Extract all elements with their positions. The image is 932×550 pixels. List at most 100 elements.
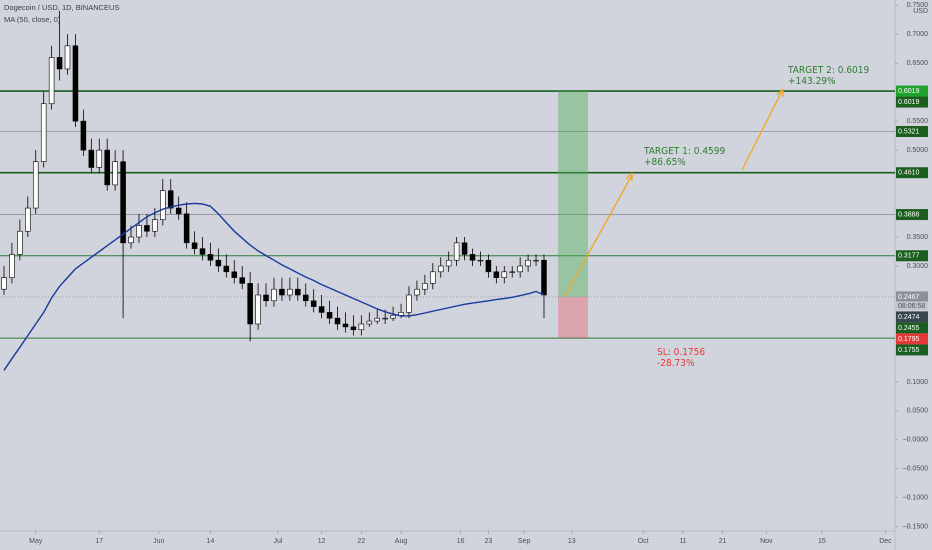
position: [558, 91, 588, 339]
price-label: 0.3888: [898, 211, 920, 218]
target2-pct: +143.29%: [788, 76, 836, 87]
price-label: 0.2455: [898, 325, 920, 332]
price-label: 0.1795: [898, 336, 920, 343]
candle-body: [326, 312, 333, 319]
x-tick-label: 14: [207, 538, 215, 545]
arrow-head: [625, 172, 633, 181]
candle-body: [32, 161, 39, 209]
candle-body: [223, 265, 230, 273]
candle-body: [437, 265, 444, 273]
price-label: 0.6019: [898, 88, 920, 95]
candle-body: [382, 317, 388, 320]
candles: [1, 11, 547, 371]
candle-body: [215, 259, 222, 267]
candle-body: [9, 254, 15, 278]
y-tick-label: 0.1000: [907, 379, 929, 386]
x-tick-label: 17: [95, 538, 103, 545]
candle-body: [541, 259, 547, 296]
candle-body: [144, 225, 150, 232]
candle-body: [430, 271, 436, 284]
ma-line: [3, 202, 545, 371]
candle-body: [453, 242, 460, 261]
y-tick-label: −0.0500: [903, 466, 929, 473]
candle-body: [183, 213, 190, 244]
sl-pct: -28.73%: [657, 358, 695, 369]
price-label: 0.2467: [898, 294, 920, 301]
candle-body: [414, 288, 420, 296]
price-label-box: [896, 291, 928, 303]
candle-body: [263, 294, 269, 302]
price-labels: 0.6019 0.6019 0.5321 0.4610 0.3888 0.3177 0.24…: [896, 85, 928, 356]
y-tick-label: 0.3500: [907, 234, 929, 241]
price-label-box: [896, 322, 928, 334]
price-label-box: [896, 96, 928, 108]
candle-body: [533, 259, 539, 262]
x-tick-label: 11: [679, 538, 686, 545]
candle-body: [231, 271, 238, 278]
candle-body: [247, 283, 253, 325]
candle-body: [318, 306, 325, 313]
price-label-box: [896, 126, 928, 138]
candle-body: [25, 207, 31, 232]
candle-body: [295, 288, 301, 296]
y-tick-label: −0.1000: [903, 495, 929, 502]
candle-body: [17, 230, 23, 255]
price-label-box: [896, 167, 928, 179]
candle-body: [271, 288, 277, 302]
candle-body: [136, 225, 142, 238]
price-label-box: [896, 250, 928, 262]
candle-body: [152, 219, 158, 232]
candle-body: [469, 254, 476, 261]
candle-body: [167, 190, 174, 209]
y-tick-label: 0.6500: [907, 60, 929, 67]
candle-body: [485, 259, 492, 273]
x-tick-label: Jun: [153, 538, 164, 545]
x-tick-label: Oct: [638, 538, 649, 545]
candle-body: [342, 323, 349, 328]
candle-body: [112, 161, 118, 186]
candle-body: [461, 242, 468, 255]
candle-body: [96, 149, 103, 168]
candle-body: [175, 207, 182, 215]
candle-body: [40, 103, 47, 162]
candle-body: [501, 271, 508, 278]
price-label-box: [896, 333, 928, 345]
candle-body: [509, 271, 515, 273]
candle-body: [48, 57, 55, 105]
candle-body: [517, 265, 523, 273]
price-label-box: [896, 209, 928, 221]
candle-body: [199, 248, 206, 255]
y-tick-label: −0.0000: [903, 437, 929, 444]
candle-body: [88, 149, 95, 168]
candle-body: [374, 317, 380, 322]
price-label-box: [896, 85, 928, 97]
price-label: 0.5321: [898, 128, 920, 135]
candle-body: [279, 288, 285, 296]
y-tick-label: 0.5500: [907, 118, 929, 125]
candle-body: [120, 161, 126, 244]
x-tick-label: May: [29, 538, 43, 545]
price-label: 0.4610: [898, 170, 920, 177]
arrow: [564, 174, 633, 297]
axes: 0.7500 0.7000 0.6500 0.5500 0.5000 0.3500 0.30…: [29, 2, 928, 545]
candle-body: [207, 254, 214, 261]
x-tick-label: Jul: [273, 538, 282, 545]
countdown: 08:06:58: [898, 303, 925, 310]
y-tick-label: 0.3000: [907, 263, 929, 270]
candle-body: [493, 271, 500, 278]
target1-label: TARGET 1: 0.4599: [643, 146, 725, 157]
target2-label: TARGET 2: 0.6019: [787, 65, 869, 76]
axis-unit: USD: [913, 8, 928, 15]
x-tick-label: 16: [457, 538, 465, 545]
profit-zone: [558, 91, 588, 297]
x-tick-label: 12: [318, 538, 326, 545]
target1-pct: +86.65%: [644, 157, 686, 168]
candle-body: [302, 294, 309, 302]
candle-body: [104, 149, 110, 186]
price-label-box: [896, 311, 928, 323]
arrows: [564, 88, 784, 297]
candle-body: [477, 259, 484, 262]
candle-body: [56, 57, 63, 70]
candle-body: [191, 242, 198, 249]
